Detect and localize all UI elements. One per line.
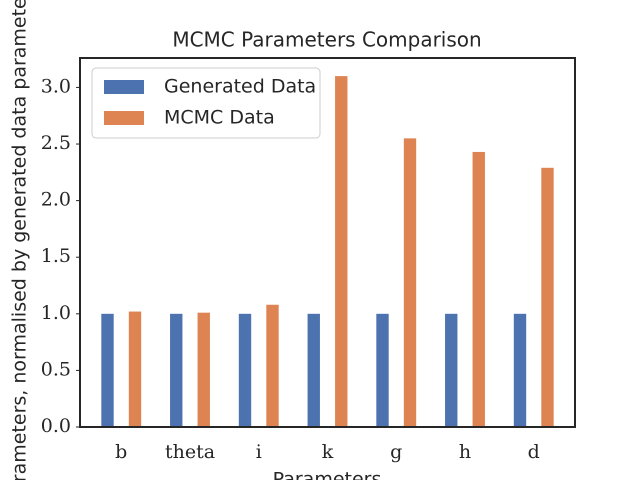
legend-box [91,67,321,139]
bar [170,313,183,427]
plot-frame [79,57,576,428]
x-tick-label: i [256,441,262,463]
x-axis-label: Parameters [273,469,382,480]
y-tick-label: 0.0 [41,415,71,437]
y-tick-label: 1.0 [41,302,71,324]
chart-title: MCMC Parameters Comparison [172,28,481,52]
x-tick-label: b [115,441,127,463]
bar [445,313,458,427]
bar [335,76,348,428]
bar [238,313,252,427]
bar [128,311,142,427]
x-tick-label: d [528,441,540,463]
bar [376,313,389,427]
x-tick-label: h [459,441,471,463]
y-tick-label: 2.0 [41,189,71,211]
bar [101,313,114,427]
bar [472,151,485,427]
bar [197,312,210,427]
legend-label: MCMC Data [164,107,275,129]
x-tick-label: theta [165,441,215,463]
y-tick-label: 3.0 [41,75,71,97]
y-tick-label: 0.5 [41,358,71,380]
x-tick-label: k [322,441,334,463]
bar [307,313,320,427]
bar [541,167,554,427]
legend-swatch [104,111,144,125]
bar [403,138,417,427]
y-tick-label: 1.5 [41,245,71,267]
bar [266,304,279,427]
y-tick-label: 2.5 [41,132,71,154]
x-tick-label: g [390,441,402,463]
legend-label: Generated Data [164,76,316,98]
legend-swatch [104,80,144,94]
y-axis-label: Parameters, normalised by generated data… [9,0,31,480]
bar [513,313,527,427]
